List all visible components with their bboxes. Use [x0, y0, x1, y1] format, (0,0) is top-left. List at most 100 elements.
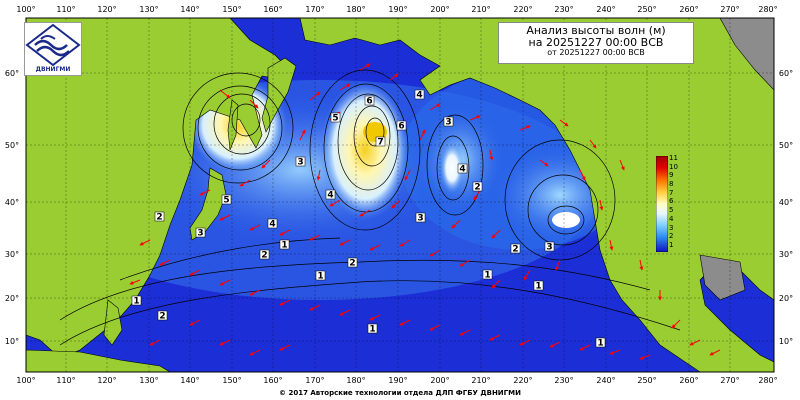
svg-text:5: 5	[332, 114, 338, 124]
lon-label: 170°	[305, 376, 324, 385]
svg-text:1: 1	[597, 339, 603, 349]
lon-label: 160°	[263, 5, 282, 14]
legend-label: 5	[669, 206, 674, 215]
isoline-tag: 7	[375, 136, 386, 148]
svg-text:2: 2	[261, 251, 267, 261]
lon-label: 250°	[637, 376, 656, 385]
lon-label: 110°	[56, 5, 75, 14]
lon-label: 220°	[513, 376, 532, 385]
title-box: Анализ высоты волн (м) на 20251227 00:00…	[498, 22, 694, 64]
lon-label: 160°	[263, 376, 282, 385]
valid-time: на 20251227 00:00 ВСВ	[528, 36, 664, 50]
svg-text:6: 6	[398, 122, 404, 132]
svg-text:6: 6	[366, 97, 372, 107]
lat-label: 10°	[5, 337, 19, 346]
lon-label: 150°	[222, 376, 241, 385]
svg-text:2: 2	[512, 245, 518, 255]
legend-label: 8	[669, 180, 674, 189]
lat-label: 30°	[5, 250, 19, 259]
legend-label: 9	[669, 171, 674, 180]
lon-label: 260°	[679, 5, 698, 14]
lon-label: 230°	[554, 376, 573, 385]
legend-label: 1	[669, 240, 674, 249]
isoline-tag: 3	[195, 227, 206, 239]
svg-text:1: 1	[535, 282, 541, 292]
isoline-tag: 2	[157, 310, 168, 322]
lon-label: 140°	[180, 376, 199, 385]
svg-text:4: 4	[459, 165, 465, 175]
svg-text:3: 3	[417, 214, 423, 224]
svg-text:2: 2	[474, 183, 480, 193]
svg-text:2: 2	[159, 312, 165, 322]
lat-label: 20°	[5, 294, 19, 303]
lon-label: 240°	[596, 376, 615, 385]
graticule	[26, 18, 774, 372]
land-philippines	[103, 299, 123, 346]
legend-label: 11	[669, 154, 678, 162]
svg-text:2: 2	[349, 259, 355, 269]
lon-label: 280°	[758, 5, 777, 14]
lon-label: 220°	[513, 5, 532, 14]
lon-label: 140°	[180, 5, 199, 14]
copyright-notice: © 2017 Авторские технологии отдела ДЛП Ф…	[279, 389, 521, 397]
lon-label: 210°	[471, 376, 490, 385]
lon-label: 190°	[388, 5, 407, 14]
svg-text:1: 1	[317, 272, 323, 282]
svg-text:3: 3	[197, 229, 203, 239]
svg-text:3: 3	[546, 243, 552, 253]
isoline-tag: 4	[414, 89, 425, 101]
legend-label: 2	[669, 232, 674, 241]
isoline-tag: 4	[325, 189, 336, 201]
dvnigmi-logo: ДВНИГМИ	[24, 22, 82, 76]
lat-label: 50°	[5, 141, 19, 150]
lon-label: 210°	[471, 5, 490, 14]
svg-text:1: 1	[484, 271, 490, 281]
lon-label: 180°	[346, 5, 365, 14]
lon-label: 130°	[139, 376, 158, 385]
lon-label: 250°	[637, 5, 656, 14]
high-wave-zone-california	[552, 212, 580, 228]
isoline-tag: 3	[415, 212, 426, 224]
wave-direction-arrows	[129, 63, 721, 360]
isoline-tag: 5	[330, 112, 341, 124]
map-border	[25, 17, 775, 373]
isoline-tag: 1	[367, 323, 378, 335]
land-gulf-gray	[699, 254, 746, 301]
isoline-tag: 6	[396, 120, 407, 132]
svg-text:3: 3	[445, 118, 451, 128]
isoline-tag: 4	[267, 218, 278, 230]
svg-text:7: 7	[377, 138, 383, 148]
isoline-tags: 1 1 1 1 1 1 1 2 2 2 2 2 2 3 3 3 3 3 4 4 …	[131, 89, 606, 349]
lon-label: 200°	[430, 376, 449, 385]
logo-caption: ДВНИГМИ	[35, 66, 71, 73]
isoline-tag: 2	[347, 257, 358, 269]
isoline-tag: 2	[510, 243, 521, 255]
lat-label: 60°	[779, 69, 793, 78]
color-legend	[656, 156, 668, 252]
isoline-tag: 4	[457, 163, 468, 175]
logo-emblem-icon	[25, 23, 81, 67]
lat-label: 20°	[779, 294, 793, 303]
land-kamchatka	[261, 57, 297, 133]
lon-label: 180°	[346, 376, 365, 385]
svg-text:4: 4	[269, 220, 275, 230]
high-wave-zone-east	[440, 142, 464, 194]
lon-label: 100°	[16, 376, 35, 385]
isoline-tag: 1	[595, 337, 606, 349]
issue-time: от 20251227 00:00 ВСВ	[547, 48, 645, 58]
lat-label: 10°	[779, 337, 793, 346]
lat-label: 50°	[779, 141, 793, 150]
legend-label: 6	[669, 197, 674, 206]
lon-label: 260°	[679, 376, 698, 385]
lon-label: 280°	[758, 376, 777, 385]
isoline-tag: 1	[533, 280, 544, 292]
svg-text:5: 5	[223, 196, 229, 206]
lon-label: 270°	[720, 376, 739, 385]
map-title: Анализ высоты волн (м)	[526, 24, 666, 37]
lon-label: 110°	[56, 376, 75, 385]
lon-label: 120°	[97, 5, 116, 14]
isoline-tag: 3	[295, 156, 306, 168]
lon-label: 100°	[16, 5, 35, 14]
svg-text:4: 4	[327, 191, 333, 201]
isoline-tag: 6	[364, 95, 375, 107]
